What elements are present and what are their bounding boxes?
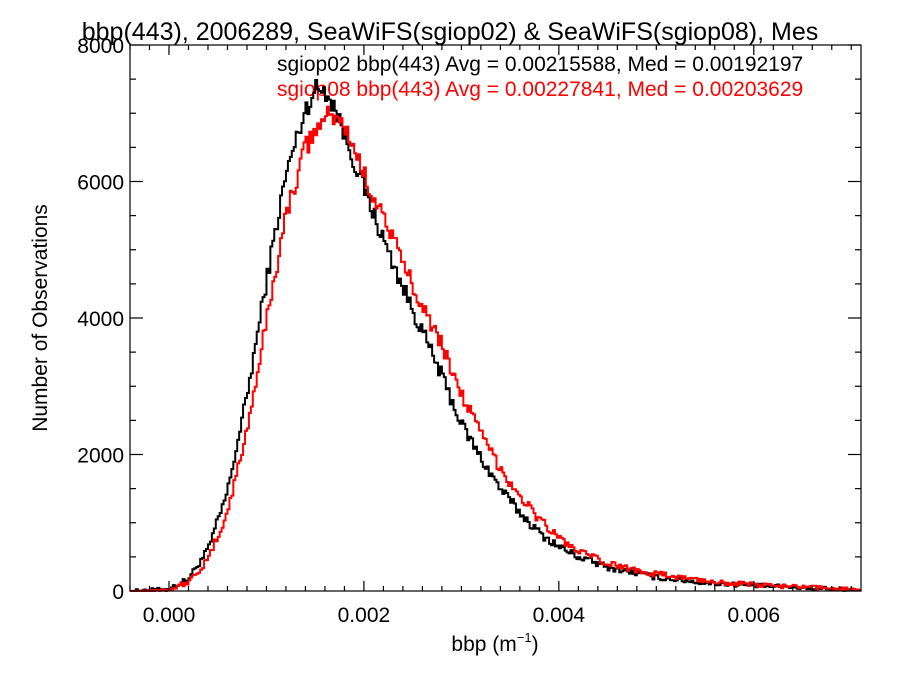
legend: sgiop02 bbp(443) Avg = 0.00215588, Med =… [277,53,803,101]
x-tick-label: 0.002 [338,604,391,627]
x-tick-label: 0.006 [728,604,781,627]
x-axis-label: bbp (m−1) [451,630,538,656]
x-tick-label: 0.000 [143,604,196,627]
plot-frame [129,44,862,592]
series-line-0 [130,79,861,592]
x-axis-label-base: bbp (m [451,633,516,656]
legend-entry-sgiop08: sgiop08 bbp(443) Avg = 0.00227841, Med =… [277,78,803,101]
y-tick-label: 2000 [77,445,124,468]
y-tick-label: 4000 [77,308,124,331]
y-tick-label: 0 [112,581,124,604]
series-layer [130,79,861,592]
y-axis: 0 2000 4000 6000 8000 [77,35,861,604]
y-axis-label: Number of Observations [29,204,52,432]
x-axis: 0.000 0.002 0.004 0.006 [129,45,852,627]
x-tick-label: 0.004 [533,604,586,627]
legend-entry-sgiop02: sgiop02 bbp(443) Avg = 0.00215588, Med =… [277,53,803,76]
x-axis-label-tail: ) [532,633,539,656]
series-line-1 [130,105,861,592]
x-axis-label-superscript: −1 [517,630,532,645]
y-tick-label: 8000 [77,35,124,58]
y-tick-label: 6000 [77,172,124,195]
chart-title: bbp(443), 2006289, SeaWiFS(sgiop02) & Se… [82,18,818,46]
